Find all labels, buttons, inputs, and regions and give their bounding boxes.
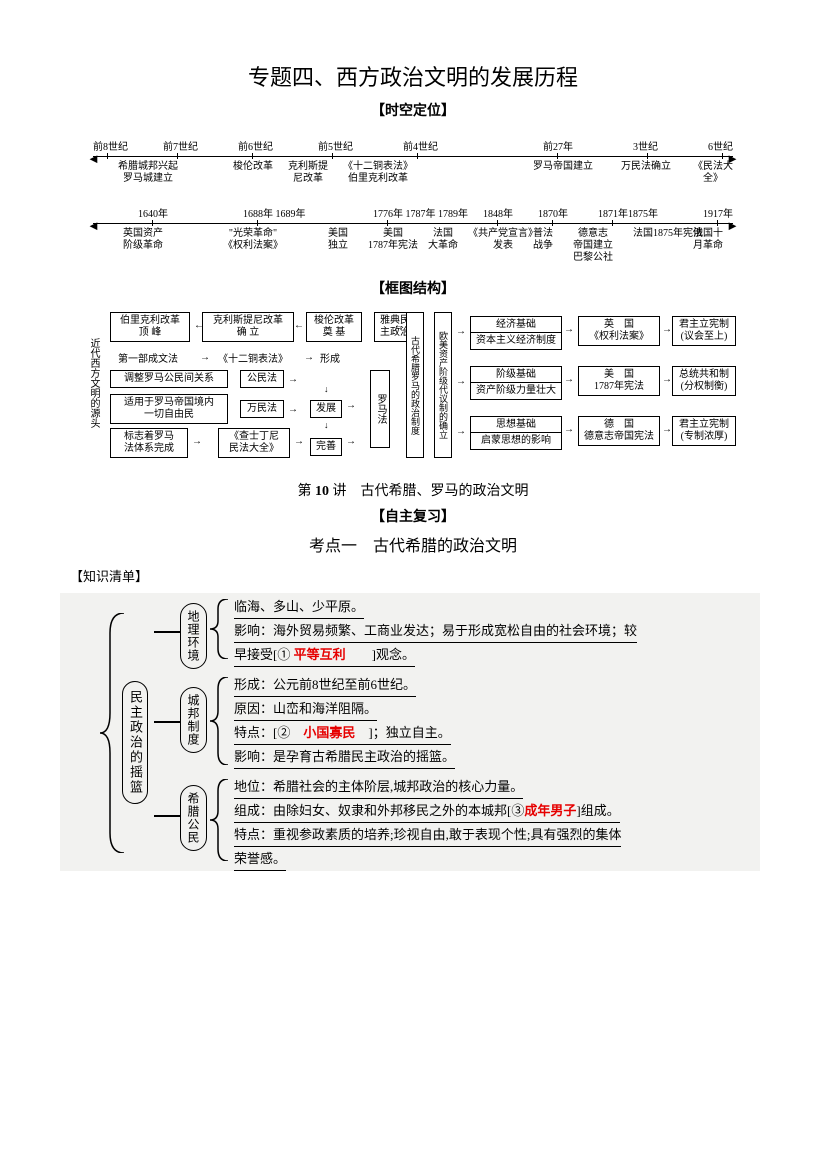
timeline-event: 美国独立 [328,228,348,252]
framework-box: 德 国德意志帝国宪法 [578,416,660,446]
timeline-modern: 1640年 1688年 1689年 1776年 1787年 1789年 1848年 18… [93,205,733,270]
timeline-event: 英国资产阶级革命 [123,228,163,252]
subtitle-selfstudy: 【自主复习】 [70,506,756,526]
timeline-event: 《十二铜表法》伯里克利改革 [343,161,413,185]
node-geography: 地理环境 [180,603,207,669]
subtitle-timespace: 【时空定位】 [70,100,756,120]
lecture-heading: 第 10 讲 古代希腊、罗马的政治文明 [70,480,756,500]
framework-box: 总统共和制(分权制衡) [672,366,736,396]
timeline-event: "光荣革命"《权利法案》 [223,228,283,252]
timeline-event: 德意志帝国建立巴黎公社 [573,228,613,264]
node-citizen: 希腊公民 [180,785,207,851]
framework-box: 启蒙思想的影响 [470,432,562,450]
framework-box: 调整罗马公民间关系 [110,370,228,388]
mindmap-line: 地位：希腊社会的主体阶层,城邦政治的核心力量。 [234,777,523,799]
framework-box: 克利斯提尼改革确 立 [202,312,294,342]
timeline-event: 克利斯提尼改革 [288,161,328,185]
framework-label: 第一部成文法 [118,350,178,365]
mindmap-line: 影响：是孕育古希腊民主政治的摇篮。 [234,747,455,769]
framework-box: 资产阶级力量壮大 [470,382,562,400]
mindmap-line: 形成：公元前8世纪至前6世纪。 [234,675,416,697]
mindmap-line: 特点：[② 小国寡民 ]；独立自主。 [234,723,451,745]
timeline-event: 俄国十月革命 [693,228,723,252]
polis-lines: 形成：公元前8世纪至前6世纪。原因：山峦和海洋阻隔。特点：[② 小国寡民 ]；独… [234,675,744,771]
timeline-label: 1640年 [138,205,168,220]
framework-rome-label: 罗马法 [370,370,390,448]
framework-center-2: 欧美资产阶级代议制的确立 [434,312,452,458]
timeline-event: 《共产党宣言》发表 [468,228,538,252]
kaodian-heading: 考点一 古代希腊的政治文明 [70,532,756,556]
framework-box: 英 国《权利法案》 [578,316,660,346]
mindmap-line: 特点：重视参政素质的培养;珍视自由,敢于表现个性;具有强烈的集体 [234,825,621,847]
mindmap: 民主政治的摇篮 地理环境 城邦制度 希腊公民 临海、多山、少平原。影响：海外贸易… [60,593,760,871]
timeline-label: 前5世纪 [318,138,353,153]
connector [154,815,180,817]
mindmap-line: 临海、多山、少平原。 [234,597,364,619]
timeline-event: 万民法确立 [621,161,671,173]
framework-box: 梭伦改革奠 基 [306,312,362,342]
main-title: 专题四、西方政治文明的发展历程 [70,60,756,92]
geo-bracket [210,599,230,659]
timeline-label: 前4世纪 [403,138,438,153]
timeline-label: 前7世纪 [163,138,198,153]
framework-box: 发展 [310,400,342,418]
mindmap-line: 影响：海外贸易频繁、工商业发达；易于形成宽松自由的社会环境；较 [234,621,637,643]
framework-diagram: 近代西方文明的源头 伯里克利改革顶 峰克利斯提尼改革确 立梭伦改革奠 基雅典民主… [88,308,738,468]
timeline-ancient: 前8世纪前7世纪前6世纪前5世纪前4世纪前27年3世纪6世纪 ◄ ► 希腊城邦兴… [93,138,733,197]
framework-box: 君主立宪制(专制浓厚) [672,416,736,446]
connector [154,721,180,723]
citizen-bracket [210,779,230,861]
framework-label: 形成 [320,350,340,365]
timeline-event: 美国1787年宪法 [368,228,418,252]
framework-box: 《查士丁尼民法大全》 [218,428,290,458]
timeline-label: 1776年 1787年 1789年 [373,205,468,220]
framework-box: 资本主义经济制度 [470,332,562,350]
timeline-label: 3世纪 [633,138,658,153]
timeline-label: 1870年 [538,205,568,220]
timeline-label: 前6世纪 [238,138,273,153]
framework-box: 万民法 [240,400,284,418]
knowledge-list-label: 【知识清单】 [70,566,756,585]
timeline-event: 《民法大全》 [693,161,733,185]
mindmap-line: 荣誉感。 [234,849,286,871]
lecture-num: 10 [315,484,329,499]
framework-box: 君主立宪制(议会至上) [672,316,736,346]
mindmap-line: 组成：由除妇女、奴隶和外邦移民之外的本城邦[③成年男子]组成。 [234,801,620,823]
timeline-label: 前27年 [543,138,573,153]
timeline-event: 法国大革命 [428,228,458,252]
lecture-suffix: 讲 古代希腊、罗马的政治文明 [329,484,529,499]
framework-box: 美 国1787年宪法 [578,366,660,396]
root-bracket [100,613,126,853]
framework-label: 《十二铜表法》 [218,350,288,365]
framework-box: 伯里克利改革顶 峰 [110,312,190,342]
lecture-prefix: 第 [298,484,316,499]
framework-box: 完善 [310,438,342,456]
mindmap-line: 原因：山峦和海洋阻隔。 [234,699,377,721]
timeline-event: 希腊城邦兴起罗马城建立 [118,161,178,185]
citizen-lines: 地位：希腊社会的主体阶层,城邦政治的核心力量。组成：由除妇女、奴隶和外邦移民之外… [234,777,744,873]
node-polis: 城邦制度 [180,687,207,753]
timeline-label: 1848年 [483,205,513,220]
timeline-event: 罗马帝国建立 [533,161,593,173]
mindmap-line: 早接受[① 平等互利 ]观念。 [234,645,415,667]
timeline-event: 普法战争 [533,228,553,252]
framework-left-label: 近代西方文明的源头 [88,338,99,458]
framework-box: 标志着罗马法体系完成 [110,428,188,458]
timeline-label: 1871年1875年 [598,205,658,220]
framework-box: 适用于罗马帝国境内一切自由民 [110,394,228,424]
timeline-label: 1688年 1689年 [243,205,306,220]
timeline-event: 梭伦改革 [233,161,273,173]
framework-center-1: 古代希腊罗马的政治制度 [406,312,424,458]
geo-lines: 临海、多山、少平原。影响：海外贸易频繁、工商业发达；易于形成宽松自由的社会环境；… [234,597,744,669]
polis-bracket [210,677,230,765]
connector [154,631,180,633]
subtitle-framework: 【框图结构】 [70,278,756,298]
framework-box: 公民法 [240,370,284,388]
